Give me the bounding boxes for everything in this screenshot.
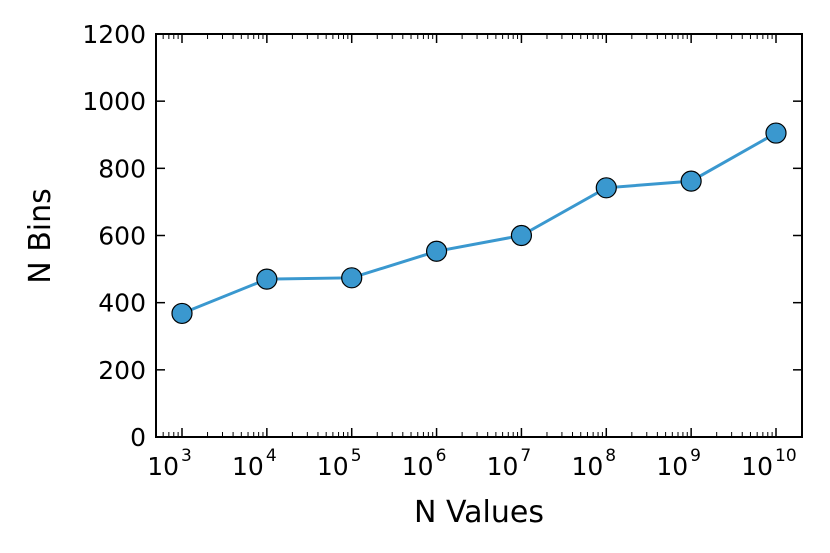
x-tick-label-exponent: 10 (775, 446, 797, 466)
data-point (595, 177, 617, 199)
x-axis-label: N Values (414, 495, 544, 530)
y-tick-label: 200 (98, 356, 146, 385)
y-tick-label: 1000 (82, 87, 146, 116)
x-tick-label: 10 (487, 452, 519, 481)
x-tick-label: 10 (656, 452, 688, 481)
plot-frame (155, 33, 803, 438)
x-tick-label: 10 (317, 452, 349, 481)
plot-area-border (155, 33, 803, 438)
x-tick-label-exponent: 5 (351, 446, 362, 466)
x-axis-ticks: 10 3 10 4 10 5 10 6 10 7 10 8 10 9 10 10 (147, 34, 797, 481)
data-point (171, 302, 193, 325)
y-axis-ticks: 0 200 400 600 800 1000 1200 (82, 20, 802, 452)
y-tick-label: 400 (98, 289, 146, 318)
x-tick-label-exponent: 7 (520, 446, 531, 466)
series-line (181, 131, 777, 315)
x-tick-label: 10 (741, 452, 773, 481)
x-tick-label: 10 (147, 452, 179, 481)
x-tick-label-exponent: 9 (690, 446, 701, 466)
x-tick-label: 10 (232, 452, 264, 481)
data-point (765, 122, 787, 144)
data-point (341, 267, 363, 289)
data-point (510, 224, 533, 247)
y-tick-label: 600 (98, 222, 146, 251)
x-tick-label-exponent: 6 (436, 446, 447, 466)
data-point (680, 170, 702, 192)
x-tick-label: 10 (571, 452, 603, 481)
y-tick-label: 0 (130, 423, 146, 452)
y-tick-label: 800 (98, 154, 146, 183)
data-point (256, 268, 278, 290)
x-tick-label: 10 (402, 452, 434, 481)
y-axis-label: N Bins (23, 188, 58, 284)
x-tick-label-exponent: 4 (266, 446, 277, 466)
y-tick-label: 1200 (82, 20, 146, 49)
data-point (425, 240, 448, 262)
series-group (171, 122, 787, 325)
x-tick-label-exponent: 8 (605, 446, 616, 466)
x-tick-label-exponent: 3 (181, 446, 192, 466)
